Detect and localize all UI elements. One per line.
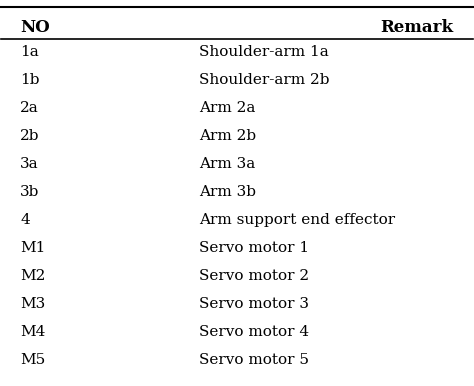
Text: NO: NO xyxy=(20,19,50,36)
Text: 3a: 3a xyxy=(20,157,39,171)
Text: 2b: 2b xyxy=(20,129,40,143)
Text: Shoulder-arm 2b: Shoulder-arm 2b xyxy=(199,73,330,88)
Text: Arm 2a: Arm 2a xyxy=(199,102,255,115)
Text: M1: M1 xyxy=(20,241,46,255)
Text: 4: 4 xyxy=(20,213,30,227)
Text: 1a: 1a xyxy=(20,46,39,59)
Text: M2: M2 xyxy=(20,269,46,283)
Text: Shoulder-arm 1a: Shoulder-arm 1a xyxy=(199,46,329,59)
Text: Arm 2b: Arm 2b xyxy=(199,129,256,143)
Text: 2a: 2a xyxy=(20,102,39,115)
Text: M4: M4 xyxy=(20,325,46,339)
Text: Remark: Remark xyxy=(381,19,454,36)
Text: Servo motor 4: Servo motor 4 xyxy=(199,325,310,339)
Text: Servo motor 2: Servo motor 2 xyxy=(199,269,310,283)
Text: 3b: 3b xyxy=(20,185,40,199)
Text: M5: M5 xyxy=(20,353,46,367)
Text: Servo motor 1: Servo motor 1 xyxy=(199,241,310,255)
Text: Arm 3b: Arm 3b xyxy=(199,185,256,199)
Text: Arm 3a: Arm 3a xyxy=(199,157,255,171)
Text: Servo motor 5: Servo motor 5 xyxy=(199,353,310,367)
Text: 1b: 1b xyxy=(20,73,40,88)
Text: Servo motor 3: Servo motor 3 xyxy=(199,297,310,311)
Text: Arm support end effector: Arm support end effector xyxy=(199,213,395,227)
Text: M3: M3 xyxy=(20,297,46,311)
